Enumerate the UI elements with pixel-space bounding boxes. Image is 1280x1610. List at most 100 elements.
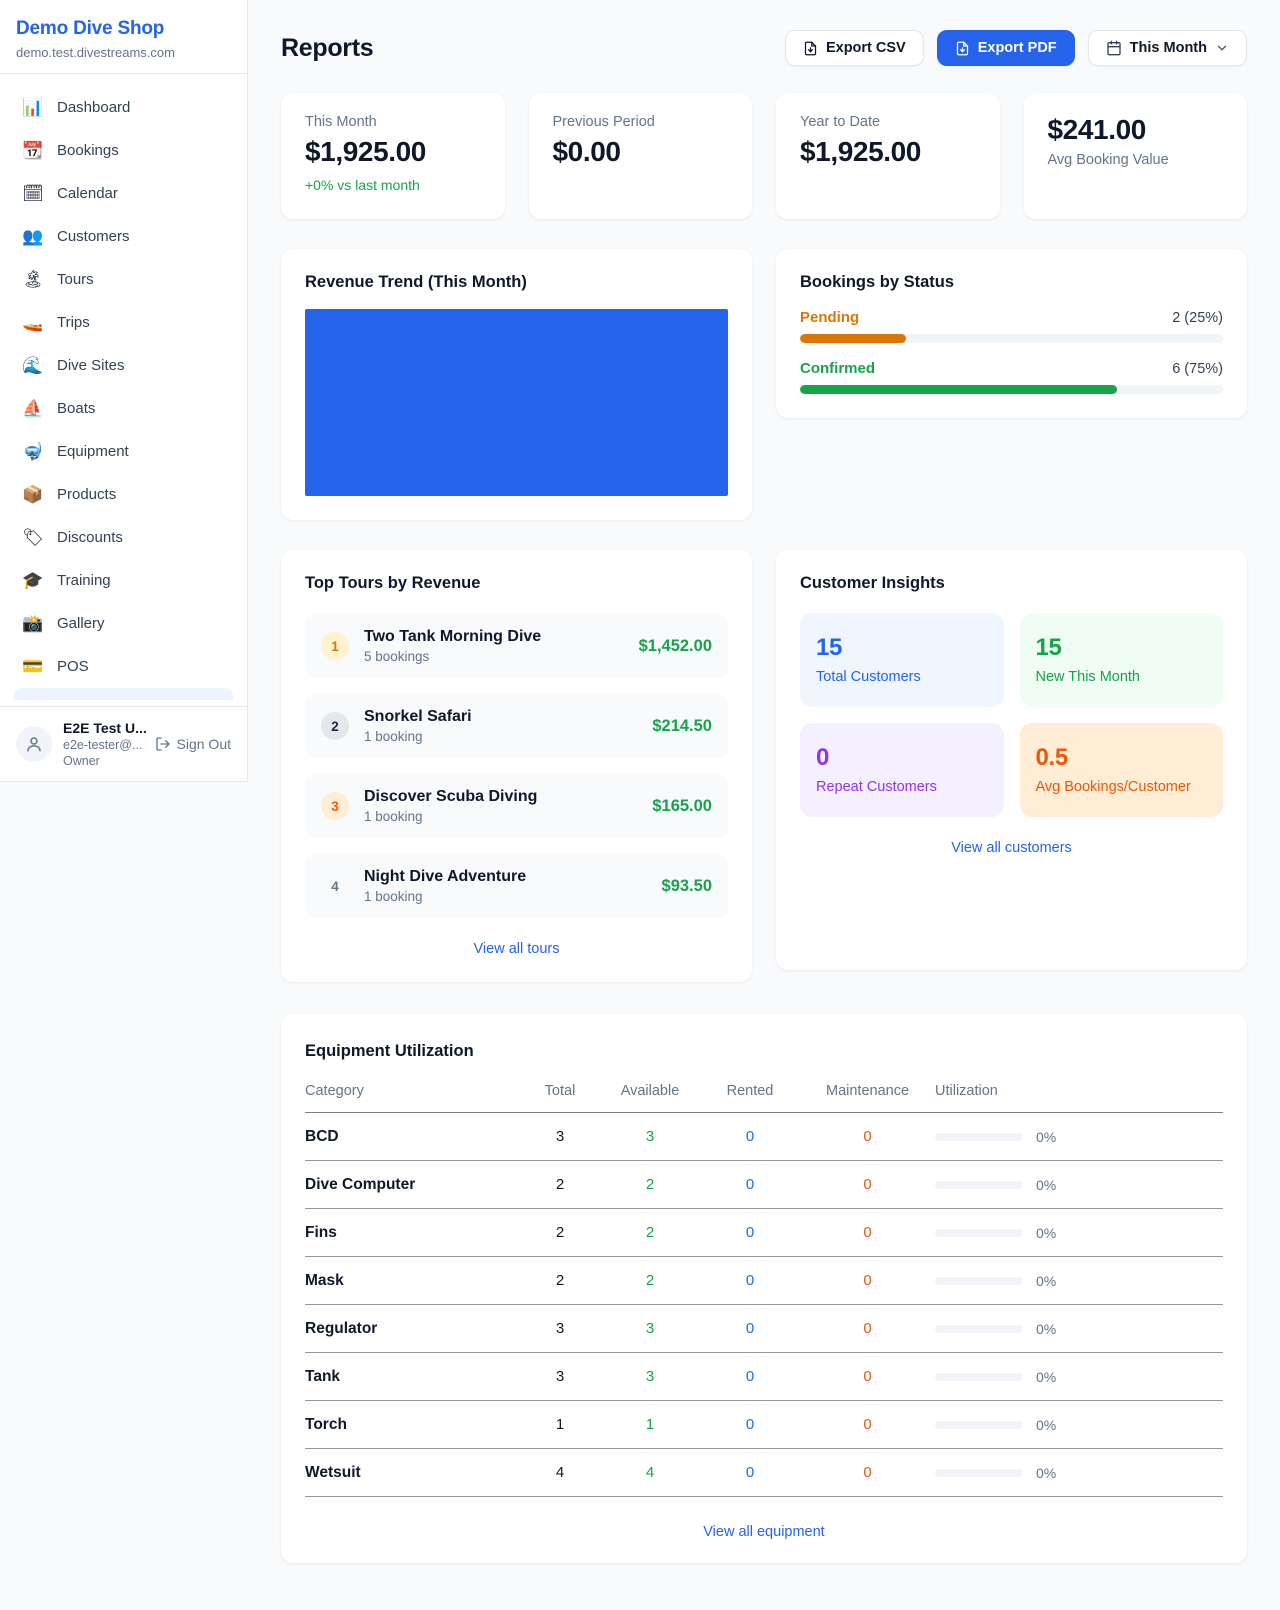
maintenance-cell: 0 bbox=[863, 1416, 872, 1433]
sidebar-item-tours[interactable]: 🏝 Tours bbox=[12, 258, 235, 301]
view-all-equipment-link[interactable]: View all equipment bbox=[703, 1524, 825, 1540]
total-cell: 4 bbox=[555, 1464, 565, 1481]
rank-badge: 3 bbox=[321, 792, 349, 820]
tour-bookings: 1 booking bbox=[364, 729, 423, 744]
available-cell: 2 bbox=[645, 1272, 655, 1289]
sidebar-item-bookings[interactable]: 📆 Bookings bbox=[12, 129, 235, 172]
sidebar-item-customers[interactable]: 👥 Customers bbox=[12, 215, 235, 258]
sidebar-item-active-partial[interactable] bbox=[14, 688, 233, 700]
tile-label: Total Customers bbox=[816, 669, 921, 685]
stat-label: This Month bbox=[305, 114, 377, 130]
people-icon: 👥 bbox=[22, 226, 44, 246]
stat-label: Previous Period bbox=[552, 114, 655, 130]
utilization-cell: 0% bbox=[935, 1321, 1223, 1337]
user-role: Owner bbox=[63, 754, 100, 768]
tile-value: 0 bbox=[816, 744, 830, 771]
period-dropdown[interactable]: This Month bbox=[1087, 30, 1247, 66]
progress-track bbox=[800, 334, 1223, 343]
utilization-track bbox=[935, 1468, 1023, 1477]
sidebar-item-trips[interactable]: 🚤 Trips bbox=[12, 301, 235, 344]
table-row: Dive Computer 2 2 0 0 0% bbox=[305, 1161, 1223, 1209]
utilization-track bbox=[935, 1420, 1023, 1429]
utilization-track bbox=[935, 1180, 1023, 1189]
speedboat-icon: 🚤 bbox=[22, 312, 44, 332]
rented-cell: 0 bbox=[745, 1176, 755, 1193]
maintenance-cell: 0 bbox=[863, 1368, 872, 1385]
maintenance-cell: 0 bbox=[863, 1176, 872, 1193]
tag-icon: 🏷 bbox=[22, 527, 44, 547]
sidebar-item-boats[interactable]: ⛵ Boats bbox=[12, 387, 235, 430]
utilization-percent: 0% bbox=[1036, 1464, 1057, 1481]
tile-label: New This Month bbox=[1035, 669, 1141, 685]
sidebar-item-discounts[interactable]: 🏷 Discounts bbox=[12, 516, 235, 559]
stat-label: Year to Date bbox=[800, 114, 881, 130]
sidebar-item-label: Customers bbox=[57, 228, 130, 245]
total-cell: 2 bbox=[555, 1224, 565, 1241]
sidebar-item-training[interactable]: 🎓 Training bbox=[12, 559, 235, 602]
available-cell: 3 bbox=[645, 1128, 655, 1145]
charts-row: Revenue Trend (This Month) Bookings by S… bbox=[281, 249, 1247, 520]
tour-name: Snorkel Safari bbox=[364, 708, 472, 725]
sidebar-item-label: Calendar bbox=[57, 185, 118, 202]
tile-label: Avg Bookings/Customer bbox=[1035, 779, 1191, 795]
sign-out-button[interactable]: Sign Out bbox=[155, 736, 231, 752]
diving-mask-icon: 🤿 bbox=[22, 441, 44, 461]
calendar-icon bbox=[1107, 40, 1121, 56]
progress-fill bbox=[800, 385, 1118, 394]
equipment-category: Dive Computer bbox=[305, 1175, 416, 1193]
table-row: Wetsuit 4 4 0 0 0% bbox=[305, 1449, 1223, 1497]
export-csv-button[interactable]: Export CSV bbox=[784, 30, 924, 66]
view-all-customers-link[interactable]: View all customers bbox=[951, 840, 1072, 856]
total-cell: 2 bbox=[555, 1272, 565, 1289]
tour-row[interactable]: 1 Two Tank Morning Dive 5 bookings $1,45… bbox=[305, 614, 728, 678]
sign-out-icon bbox=[155, 737, 170, 751]
package-icon: 📦 bbox=[22, 484, 44, 504]
island-icon: 🏝 bbox=[22, 269, 44, 289]
sidebar-item-products[interactable]: 📦 Products bbox=[12, 473, 235, 516]
user-name: E2E Test U... bbox=[63, 720, 147, 736]
rank-badge: 1 bbox=[321, 632, 349, 660]
tile-label: Repeat Customers bbox=[816, 779, 937, 795]
tour-row[interactable]: 2 Snorkel Safari 1 booking $214.50 bbox=[305, 694, 728, 758]
sidebar-item-label: Dashboard bbox=[57, 99, 131, 116]
utilization-percent: 0% bbox=[1036, 1224, 1057, 1241]
view-all-tours-link[interactable]: View all tours bbox=[473, 941, 560, 957]
sidebar-item-calendar[interactable]: 🗓 Calendar bbox=[12, 172, 235, 215]
sidebar-item-equipment[interactable]: 🤿 Equipment bbox=[12, 430, 235, 473]
available-cell: 3 bbox=[645, 1320, 655, 1337]
utilization-track bbox=[935, 1228, 1023, 1237]
stat-card-previous-period: Previous Period $0.00 bbox=[528, 93, 752, 219]
utilization-track bbox=[935, 1132, 1023, 1141]
tour-name: Discover Scuba Diving bbox=[364, 788, 538, 805]
rented-cell: 0 bbox=[745, 1416, 755, 1433]
equipment-category: BCD bbox=[305, 1127, 339, 1145]
column-header: Maintenance bbox=[825, 1083, 910, 1099]
page-header: Reports Export CSV Export PDF This Month bbox=[281, 30, 1247, 66]
rented-cell: 0 bbox=[745, 1272, 755, 1289]
equipment-table-header: Category Total Available Rented Maintena… bbox=[305, 1083, 1223, 1113]
tour-row[interactable]: 3 Discover Scuba Diving 1 booking $165.0… bbox=[305, 774, 728, 838]
tour-revenue: $93.50 bbox=[661, 876, 712, 895]
top-tours-panel: Top Tours by Revenue 1 Two Tank Morning … bbox=[281, 550, 752, 982]
sidebar-item-pos[interactable]: 💳 POS bbox=[12, 645, 235, 688]
stat-label: Avg Booking Value bbox=[1047, 152, 1169, 168]
calendar-date-icon: 📆 bbox=[22, 140, 44, 160]
sidebar-item-dive-sites[interactable]: 🌊 Dive Sites bbox=[12, 344, 235, 387]
revenue-trend-chart bbox=[305, 309, 728, 496]
insight-tile-repeat-customers: 0 Repeat Customers bbox=[800, 723, 1004, 817]
lists-row: Top Tours by Revenue 1 Two Tank Morning … bbox=[281, 550, 1247, 982]
utilization-cell: 0% bbox=[935, 1369, 1223, 1385]
rank-badge: 2 bbox=[321, 712, 349, 740]
status-row-pending: Pending 2 (25%) bbox=[800, 309, 1223, 343]
total-cell: 3 bbox=[555, 1368, 565, 1385]
sidebar-item-label: Equipment bbox=[57, 443, 129, 460]
export-pdf-button[interactable]: Export PDF bbox=[936, 30, 1075, 66]
status-row-confirmed: Confirmed 6 (75%) bbox=[800, 360, 1223, 394]
sidebar-item-dashboard[interactable]: 📊 Dashboard bbox=[12, 86, 235, 129]
rank-badge: 4 bbox=[331, 878, 339, 894]
table-row: Fins 2 2 0 0 0% bbox=[305, 1209, 1223, 1257]
utilization-percent: 0% bbox=[1036, 1416, 1057, 1433]
tour-row[interactable]: 4 Night Dive Adventure 1 booking $93.50 bbox=[305, 854, 728, 918]
sidebar-item-gallery[interactable]: 📸 Gallery bbox=[12, 602, 235, 645]
credit-card-icon: 💳 bbox=[22, 656, 44, 676]
